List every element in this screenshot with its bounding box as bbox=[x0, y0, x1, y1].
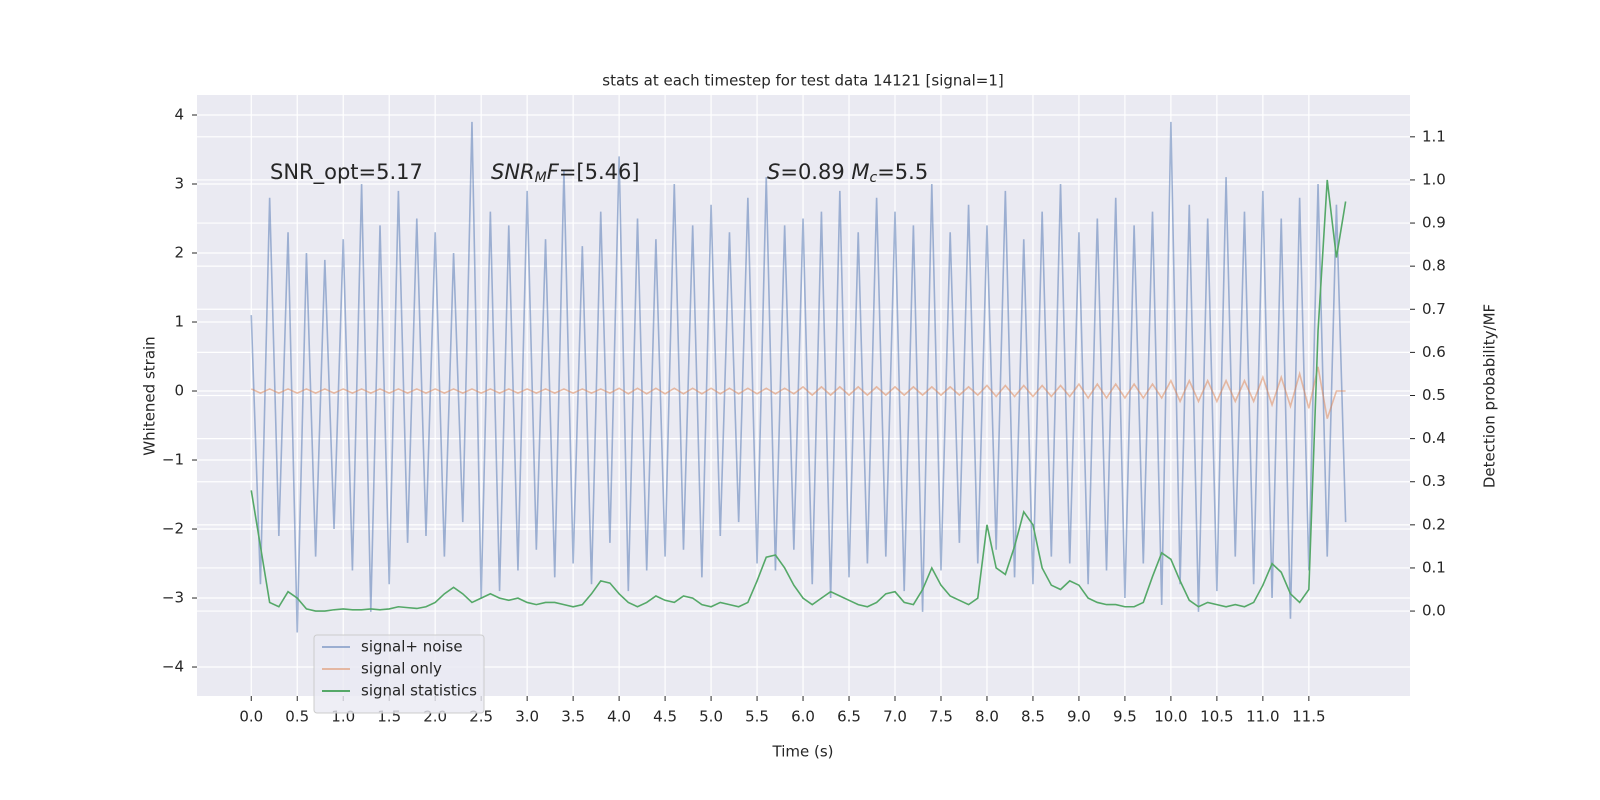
x-axis-label: Time (s) bbox=[772, 743, 834, 761]
y-tick-label: 1 bbox=[174, 313, 184, 331]
y2-tick-label: 1.1 bbox=[1422, 127, 1446, 145]
series-line bbox=[250, 121, 1347, 633]
legend-box bbox=[313, 634, 485, 714]
annotation-part: =0.89 bbox=[780, 160, 851, 184]
x-tick-label: 10.0 bbox=[1154, 708, 1187, 726]
y2-tick-label: 0.7 bbox=[1422, 300, 1446, 318]
legend-label: signal+ noise bbox=[361, 638, 463, 656]
y-tick-label: −3 bbox=[162, 589, 184, 607]
y-tick-label: −4 bbox=[162, 658, 184, 676]
y2-tick-label: 0.6 bbox=[1422, 343, 1446, 361]
y-tick-label: 0 bbox=[174, 382, 184, 400]
y2-tick-label: 0.8 bbox=[1422, 257, 1446, 275]
y-tick-label: 4 bbox=[174, 106, 184, 124]
y2-tick-label: 0.0 bbox=[1422, 602, 1446, 620]
annotation-part: M bbox=[535, 170, 547, 186]
x-tick-label: 8.5 bbox=[1021, 708, 1045, 726]
x-tick-label: 3.0 bbox=[515, 708, 539, 726]
y-tick-label: 2 bbox=[174, 244, 184, 262]
legend-label: signal statistics bbox=[361, 682, 477, 700]
y2-tick-label: 0.5 bbox=[1422, 386, 1446, 404]
x-tick-label: 11.5 bbox=[1292, 708, 1325, 726]
y-tick-label: −1 bbox=[162, 451, 184, 469]
annotation-part: =5.5 bbox=[877, 160, 928, 184]
x-tick-label: 4.5 bbox=[653, 708, 677, 726]
y-axis-label: Whitened strain bbox=[141, 336, 159, 455]
x-tick-label: 7.0 bbox=[883, 708, 907, 726]
annotation: SNRMF=[5.46] bbox=[491, 160, 640, 186]
annotation-part: F bbox=[547, 160, 560, 184]
x-tick-label: 0.0 bbox=[239, 708, 263, 726]
x-tick-label: 6.5 bbox=[837, 708, 861, 726]
x-tick-label: 3.5 bbox=[561, 708, 585, 726]
y-tick-label: −2 bbox=[162, 520, 184, 538]
x-tick-label: 9.0 bbox=[1067, 708, 1091, 726]
y2-tick-label: 1.0 bbox=[1422, 170, 1446, 188]
y2-tick-label: 0.3 bbox=[1422, 472, 1446, 490]
x-tick-label: 6.0 bbox=[791, 708, 815, 726]
x-tick-label: 11.0 bbox=[1246, 708, 1279, 726]
x-tick-label: 0.5 bbox=[285, 708, 309, 726]
series-line bbox=[250, 366, 1346, 419]
x-tick-label: 8.0 bbox=[975, 708, 999, 726]
y2-tick-label: 0.9 bbox=[1422, 214, 1446, 232]
y2-tick-label: 0.4 bbox=[1422, 429, 1446, 447]
y-tick-label: 3 bbox=[174, 175, 184, 193]
y2-tick-label: 0.2 bbox=[1422, 515, 1446, 533]
annotation-part: S bbox=[767, 160, 780, 184]
annotation-part: M bbox=[851, 160, 869, 184]
x-tick-label: 5.5 bbox=[745, 708, 769, 726]
legend-label: signal only bbox=[361, 660, 442, 678]
x-tick-label: 4.0 bbox=[607, 708, 631, 726]
series-line bbox=[250, 179, 1347, 612]
annotation: SNR_opt=5.17 bbox=[270, 160, 423, 185]
x-tick-label: 10.5 bbox=[1200, 708, 1233, 726]
x-tick-label: 9.5 bbox=[1113, 708, 1137, 726]
annotation-part: c bbox=[870, 170, 878, 186]
annotation-part: =[5.46] bbox=[559, 160, 640, 184]
annotation-part: SNR bbox=[491, 160, 535, 184]
y2-axis-label: Detection probability/MF bbox=[1481, 304, 1499, 488]
chart-title: stats at each timestep for test data 141… bbox=[602, 72, 1003, 90]
x-tick-label: 7.5 bbox=[929, 708, 953, 726]
annotation: S=0.89 Mc=5.5 bbox=[767, 160, 928, 186]
annotation-part: SNR_opt=5.17 bbox=[270, 160, 423, 185]
y2-tick-label: 0.1 bbox=[1422, 558, 1446, 576]
x-tick-label: 5.0 bbox=[699, 708, 723, 726]
